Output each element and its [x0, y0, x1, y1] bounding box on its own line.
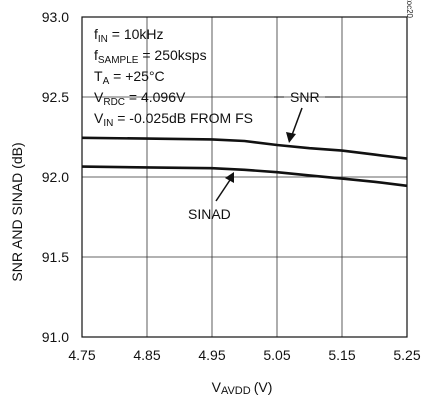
test-condition-line: TA = +25°C — [94, 68, 165, 87]
figure-id-watermark: MAX11047 toc20 — [405, 0, 414, 19]
x-axis-label-main: V — [212, 379, 222, 395]
test-condition-line: VRDC = 4.096V — [94, 89, 186, 108]
snr-callout-arrow — [291, 107, 303, 136]
plot-frame — [81, 16, 408, 338]
test-conditions: fIN = 10kHz fSAMPLE = 250ksps TA = +25°C VR… — [94, 26, 253, 129]
x-axis-label-unit: (V) — [254, 379, 273, 395]
test-condition-line: fSAMPLE = 250ksps — [94, 47, 207, 66]
x-axis-label: VAVDD (V) — [212, 379, 273, 397]
series-line-snr — [81, 136, 408, 160]
sinad-callout-arrow — [215, 179, 231, 202]
x-tick-label: 4.95 — [198, 347, 225, 363]
x-tick-labels: 4.75 4.85 4.95 5.05 5.15 5.25 — [68, 347, 420, 363]
series-layer — [81, 136, 408, 188]
x-tick-label: 4.85 — [133, 347, 160, 363]
y-tick-label: 92.5 — [42, 89, 69, 105]
y-tick-labels: 91.0 91.5 92.0 92.5 93.0 — [42, 9, 69, 345]
x-tick-label: 5.15 — [328, 347, 355, 363]
y-tick-label: 91.5 — [42, 249, 69, 265]
sinad-callout-label: SINAD — [188, 206, 231, 222]
snr-callout-label: SNR — [290, 89, 320, 105]
test-condition-line: fIN = 10kHz — [94, 26, 164, 45]
y-tick-label: 91.0 — [42, 329, 69, 345]
snr-callout-arrowhead — [286, 132, 296, 143]
x-tick-label: 5.25 — [393, 347, 420, 363]
x-axis-label-sub: AVDD — [221, 385, 251, 397]
test-condition-line: VIN = -0.025dB FROM FS — [94, 110, 253, 129]
x-tick-label: 5.05 — [263, 347, 290, 363]
y-tick-label: 92.0 — [42, 169, 69, 185]
grid — [82, 17, 407, 337]
y-axis-label: SNR AND SINAD (dB) — [9, 142, 25, 281]
sinad-callout-arrowhead — [225, 172, 234, 183]
y-tick-label: 93.0 — [42, 9, 69, 25]
x-tick-label: 4.75 — [68, 347, 95, 363]
series-line-sinad — [81, 165, 408, 188]
series-callouts: SNR SINAD — [188, 89, 340, 222]
